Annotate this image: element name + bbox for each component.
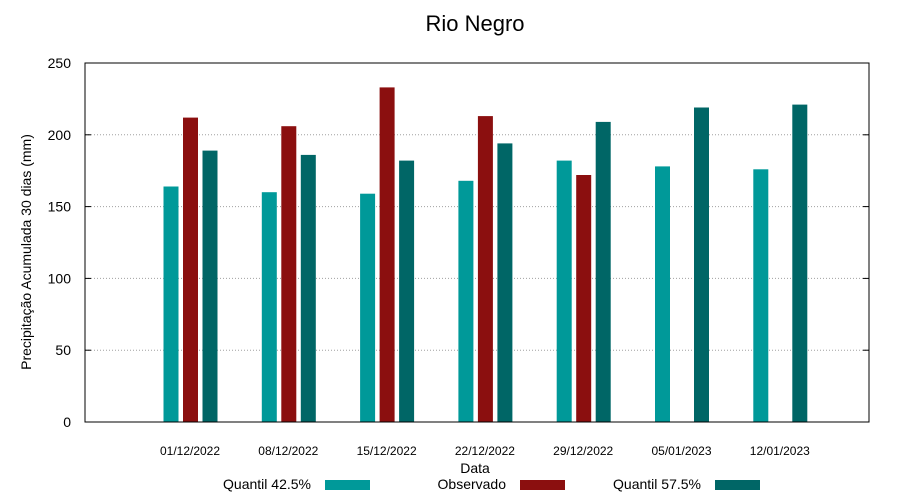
y-tick-label: 150 <box>48 199 72 215</box>
bar-quantil-57-5--2 <box>399 160 415 422</box>
bar-observado-0 <box>183 117 198 422</box>
bar-quantil-57-5--3 <box>497 143 513 422</box>
bar-quantil-57-5--0 <box>202 150 218 422</box>
bar-quantil-42-5--5 <box>655 166 670 422</box>
y-tick-label: 250 <box>48 55 72 71</box>
x-axis-ticks: 01/12/2022 08/12/2022 15/12/2022 22/12/2022… <box>160 444 810 458</box>
bar-quantil-57-5--6 <box>792 104 808 422</box>
chart-title: Rio Negro <box>425 11 524 36</box>
x-tick-label: 29/12/2022 <box>553 444 613 458</box>
x-tick-label: 22/12/2022 <box>455 444 515 458</box>
bar-quantil-42-5--3 <box>458 180 474 422</box>
legend-swatch-1 <box>520 480 565 490</box>
x-tick-label: 15/12/2022 <box>357 444 417 458</box>
bar-quantil-42-5--4 <box>556 160 572 422</box>
y-tick-label: 100 <box>48 270 72 286</box>
bar-quantil-57-5--1 <box>300 154 316 422</box>
bars <box>163 87 808 423</box>
y-axis-label: Precipitação Acumulada 30 dias (mm) <box>18 134 34 370</box>
y-axis-ticks: 0 50 100 150 200 250 <box>48 55 869 430</box>
legend-label: Quantil 42.5% <box>223 476 311 492</box>
bar-observado-1 <box>281 126 297 422</box>
y-tick-label: 0 <box>63 414 71 430</box>
y-tick-label: 200 <box>48 127 72 143</box>
x-tick-label: 01/12/2022 <box>160 444 220 458</box>
bar-quantil-57-5--4 <box>595 121 611 423</box>
bar-observado-3 <box>477 116 493 422</box>
x-axis-label: Data <box>460 460 490 476</box>
x-tick-label: 08/12/2022 <box>258 444 318 458</box>
plot-frame <box>84 62 870 423</box>
legend-swatch-0 <box>325 480 370 490</box>
y-tick-label: 50 <box>55 342 71 358</box>
bar-quantil-42-5--6 <box>753 169 769 422</box>
bar-quantil-57-5--5 <box>694 107 709 422</box>
legend-label: Quantil 57.5% <box>613 476 701 492</box>
bar-quantil-42-5--2 <box>360 193 376 422</box>
bar-quantil-42-5--0 <box>163 186 179 422</box>
bar-quantil-42-5--1 <box>261 192 277 422</box>
legend-swatch-2 <box>715 480 760 490</box>
legend-label: Observado <box>438 476 507 492</box>
x-tick-label: 12/01/2023 <box>750 444 810 458</box>
x-tick-label: 05/01/2023 <box>651 444 711 458</box>
bar-observado-2 <box>379 87 395 423</box>
bar-observado-4 <box>576 175 592 422</box>
legend: Quantil 42.5% Observado Quantil 57.5% <box>223 476 760 492</box>
